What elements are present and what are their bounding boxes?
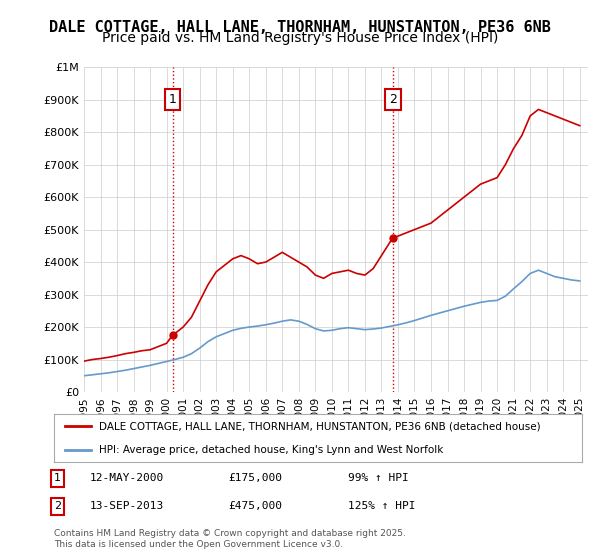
Text: £175,000: £175,000: [228, 473, 282, 483]
Text: DALE COTTAGE, HALL LANE, THORNHAM, HUNSTANTON, PE36 6NB: DALE COTTAGE, HALL LANE, THORNHAM, HUNST…: [49, 20, 551, 35]
Text: 2: 2: [54, 501, 61, 511]
Text: HPI: Average price, detached house, King's Lynn and West Norfolk: HPI: Average price, detached house, King…: [99, 445, 443, 455]
Text: 1: 1: [169, 93, 176, 106]
Text: 2: 2: [389, 93, 397, 106]
Text: £475,000: £475,000: [228, 501, 282, 511]
Text: 13-SEP-2013: 13-SEP-2013: [90, 501, 164, 511]
Text: 125% ↑ HPI: 125% ↑ HPI: [348, 501, 415, 511]
Text: 12-MAY-2000: 12-MAY-2000: [90, 473, 164, 483]
Text: 99% ↑ HPI: 99% ↑ HPI: [348, 473, 409, 483]
Text: 1: 1: [54, 473, 61, 483]
Text: DALE COTTAGE, HALL LANE, THORNHAM, HUNSTANTON, PE36 6NB (detached house): DALE COTTAGE, HALL LANE, THORNHAM, HUNST…: [99, 421, 541, 431]
Text: Price paid vs. HM Land Registry's House Price Index (HPI): Price paid vs. HM Land Registry's House …: [102, 31, 498, 45]
Text: Contains HM Land Registry data © Crown copyright and database right 2025.
This d: Contains HM Land Registry data © Crown c…: [54, 529, 406, 549]
